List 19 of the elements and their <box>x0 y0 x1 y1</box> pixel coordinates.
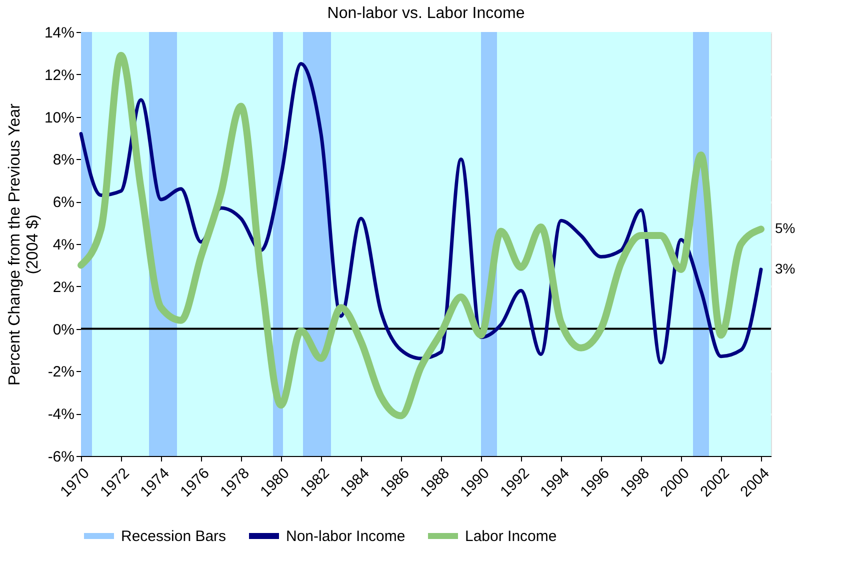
chart-title: Non-labor vs. Labor Income <box>327 5 525 22</box>
line-series <box>79 62 763 364</box>
legend-label: Recession Bars <box>121 528 226 545</box>
legend-label: Labor Income <box>465 528 557 545</box>
y-tick-label: 6% <box>52 194 74 212</box>
annotation: 3% <box>775 260 796 276</box>
y-tick-label: 12% <box>44 66 74 84</box>
y-tick-label: 0% <box>52 321 74 338</box>
y-axis-title: Percent Change from the Previous Year (2004 $) <box>6 102 42 386</box>
annotation: 5% <box>775 220 796 236</box>
legend-label: Non-labor Income <box>286 528 406 545</box>
y-tick-label: 8% <box>52 152 74 169</box>
y-tick-label: 2% <box>52 278 74 296</box>
y-tick-label: -6% <box>48 448 74 466</box>
y-tick-label: 4% <box>52 236 74 254</box>
y-tick-label: 10% <box>44 109 74 126</box>
y-tick-label: 14% <box>44 24 74 42</box>
y-tick-label: -4% <box>48 406 74 424</box>
y-tick-label: -2% <box>48 364 74 381</box>
